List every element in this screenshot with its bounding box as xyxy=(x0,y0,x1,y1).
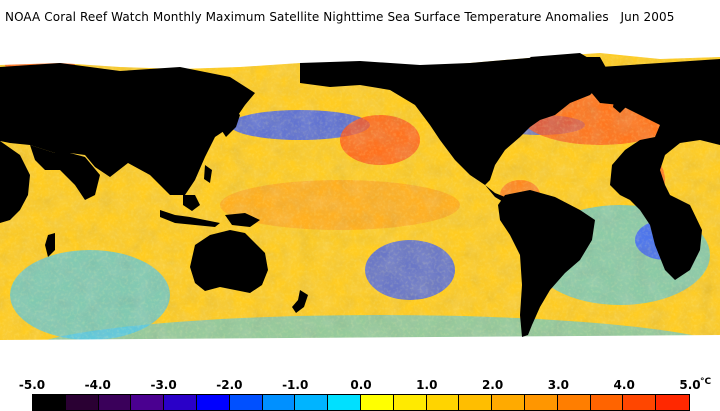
legend-swatch xyxy=(131,395,165,410)
south-america xyxy=(498,190,595,337)
greenland xyxy=(530,53,600,85)
new-guinea xyxy=(225,213,260,227)
japan xyxy=(222,107,240,137)
uk xyxy=(613,90,628,113)
legend-swatch xyxy=(557,395,591,410)
color-scale-legend: -5.0 -4.0 -3.0 -2.0 -1.0 0.0 1.0 2.0 3.0 4.0 5.0 °… xyxy=(0,372,720,411)
eurasia xyxy=(0,63,255,195)
legend-swatch xyxy=(164,395,197,410)
legend-tick-label: -2.0 xyxy=(216,378,243,392)
philippines xyxy=(204,165,212,183)
legend-swatch xyxy=(98,395,132,410)
legend-swatch xyxy=(492,395,525,410)
legend-swatch xyxy=(524,395,558,410)
legend-tick-label: 2.0 xyxy=(481,378,504,392)
legend-tick-label: 0.0 xyxy=(350,378,372,392)
legend-swatch xyxy=(295,395,329,410)
legend-swatch xyxy=(459,395,493,410)
legend-swatch xyxy=(65,395,99,410)
borneo xyxy=(183,195,200,211)
title-date: Jun 2005 xyxy=(620,10,675,24)
sea-ice xyxy=(0,45,720,370)
map-title: NOAA Coral Reef Watch Monthly Maximum Sa… xyxy=(5,10,674,24)
legend-swatch xyxy=(33,395,66,410)
legend-swatch xyxy=(623,395,657,410)
sst-anomaly-map xyxy=(0,45,720,370)
legend-unit: °C xyxy=(700,377,712,387)
arctic-ice xyxy=(0,45,720,69)
legend-tick-label: 5.0 xyxy=(679,378,701,392)
legend-tick-label: 1.0 xyxy=(416,378,438,392)
legend-swatch xyxy=(229,395,263,410)
antarctic-ice xyxy=(0,335,720,370)
europe-africa-west xyxy=(585,59,720,280)
australia xyxy=(190,230,268,293)
title-text: NOAA Coral Reef Watch Monthly Maximum Sa… xyxy=(5,10,609,24)
new-zealand xyxy=(292,290,308,313)
madagascar xyxy=(45,233,55,257)
arabia-india xyxy=(30,145,100,200)
legend-tick-label: -3.0 xyxy=(150,378,177,392)
legend-tick-label: -5.0 xyxy=(18,378,46,392)
legend-tick-label: 3.0 xyxy=(547,378,570,392)
legend-swatch xyxy=(426,395,460,410)
africa-east xyxy=(0,141,30,223)
legend-swatch xyxy=(360,395,394,410)
legend-tick-label: 4.0 xyxy=(613,378,635,392)
north-america xyxy=(300,57,610,185)
landmasses xyxy=(0,53,720,337)
legend-swatch xyxy=(656,395,689,410)
world-map xyxy=(0,45,720,370)
legend-swatch xyxy=(262,395,296,410)
legend-color-bar xyxy=(32,394,690,411)
legend-swatch xyxy=(393,395,427,410)
legend-swatch xyxy=(196,395,230,410)
legend-swatch xyxy=(328,395,361,410)
indonesia xyxy=(160,210,220,227)
legend-tick-label: -4.0 xyxy=(84,378,111,392)
legend-swatch xyxy=(590,395,624,410)
legend-tick-label: -1.0 xyxy=(282,378,309,392)
